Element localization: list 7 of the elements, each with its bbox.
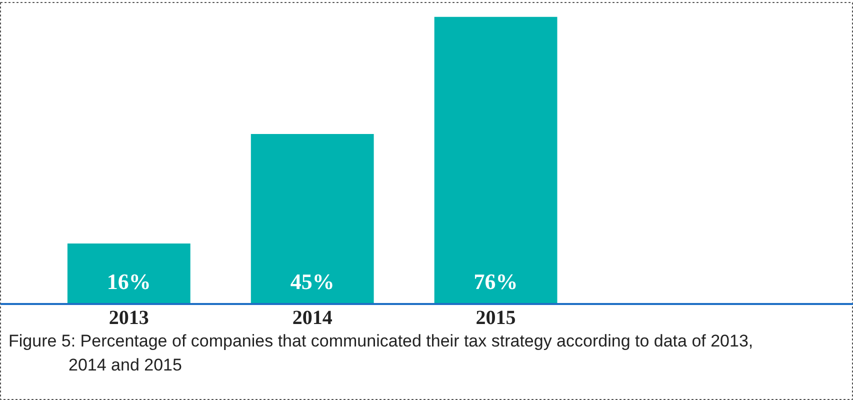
data-label: 76%: [474, 269, 518, 294]
data-label: 16%: [106, 269, 151, 294]
data-label: 45%: [290, 269, 334, 294]
x-tick-label: 2014: [292, 307, 332, 330]
caption: Figure 5: Percentage of companies that communicated their tax strategy according to data of 2013, 2014 and 2015: [8, 332, 754, 374]
x-tick-label: 2015: [476, 307, 516, 330]
x-tick-label: 2013: [108, 307, 149, 330]
